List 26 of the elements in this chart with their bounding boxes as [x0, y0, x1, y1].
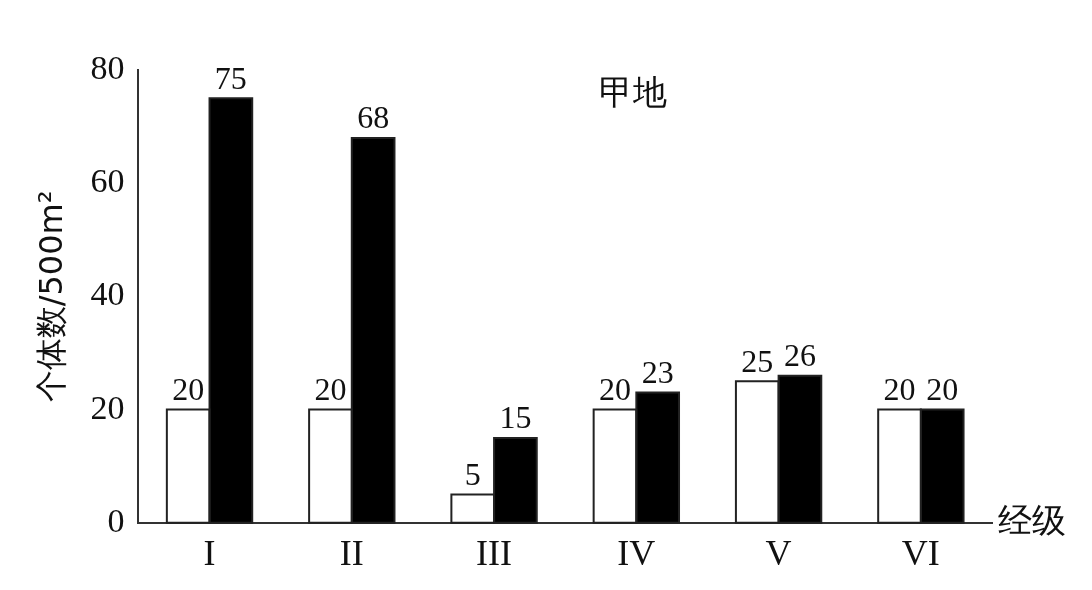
- data-label: 20: [926, 371, 959, 408]
- x-tick-label: IV: [617, 532, 656, 573]
- data-label: 75: [214, 59, 247, 96]
- data-label: 20: [172, 371, 205, 408]
- data-label: 68: [357, 99, 390, 136]
- y-axis-title: 个体数/500m²: [31, 190, 70, 403]
- x-tick-label: VI: [901, 532, 940, 573]
- data-label: 20: [598, 371, 631, 408]
- x-tick-label: II: [339, 532, 364, 573]
- y-tick-label: 0: [107, 501, 125, 539]
- data-label: 26: [783, 337, 816, 374]
- y-tick-label: 80: [90, 48, 125, 86]
- x-tick-label: III: [476, 532, 513, 573]
- x-tick-label: V: [765, 532, 792, 573]
- chart-title: 甲地: [599, 71, 668, 112]
- data-label: 20: [883, 371, 916, 408]
- y-tick-label: 20: [90, 388, 125, 426]
- x-tick-label: I: [203, 532, 216, 573]
- x-axis-title: 经级: [998, 499, 1066, 540]
- y-tick-label: 40: [90, 275, 125, 313]
- data-label: 23: [641, 354, 674, 391]
- data-label: 5: [464, 455, 481, 492]
- y-tick-label: 60: [90, 162, 125, 200]
- data-label: 15: [499, 399, 532, 436]
- data-label: 25: [741, 342, 774, 379]
- data-label: 20: [314, 371, 347, 408]
